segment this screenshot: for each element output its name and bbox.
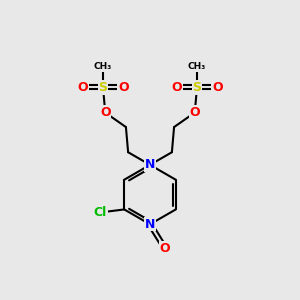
Text: O: O <box>190 106 200 119</box>
Text: O: O <box>100 106 110 119</box>
Text: O: O <box>118 81 128 94</box>
Text: N: N <box>145 158 155 171</box>
Text: O: O <box>160 242 170 255</box>
Text: O: O <box>172 81 182 94</box>
Text: S: S <box>98 81 107 94</box>
Text: CH₃: CH₃ <box>94 62 112 71</box>
Text: Cl: Cl <box>94 206 107 219</box>
Text: O: O <box>77 81 88 94</box>
Text: O: O <box>212 81 223 94</box>
Text: N: N <box>145 218 155 231</box>
Text: S: S <box>193 81 202 94</box>
Text: CH₃: CH₃ <box>188 62 206 71</box>
